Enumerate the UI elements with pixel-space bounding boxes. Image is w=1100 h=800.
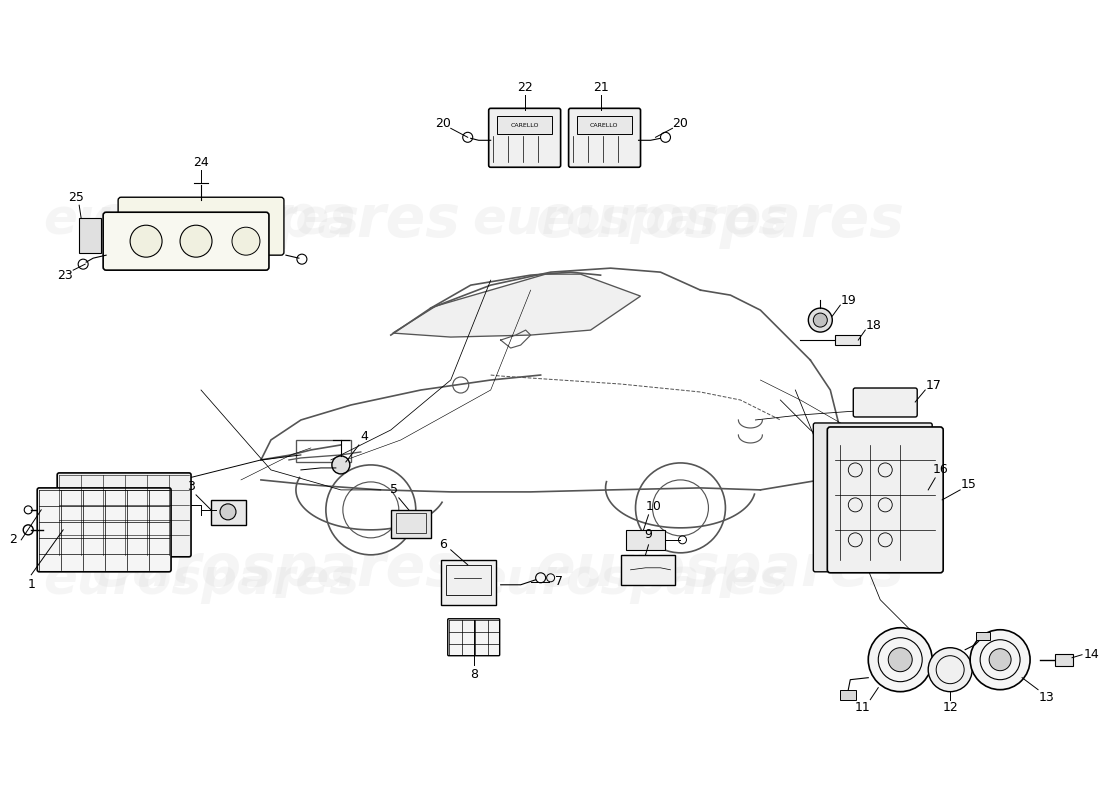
Text: 14: 14: [1085, 648, 1100, 662]
Circle shape: [970, 630, 1030, 690]
Bar: [497, 116, 551, 134]
Text: 16: 16: [933, 463, 948, 477]
Text: 5: 5: [389, 483, 398, 496]
FancyBboxPatch shape: [813, 423, 932, 572]
Text: eurospares: eurospares: [473, 196, 789, 244]
Text: 1: 1: [28, 578, 35, 591]
FancyBboxPatch shape: [57, 473, 191, 557]
FancyBboxPatch shape: [103, 212, 268, 270]
Text: eurospares: eurospares: [536, 542, 905, 598]
Text: 3: 3: [187, 481, 195, 494]
Polygon shape: [393, 274, 640, 337]
FancyBboxPatch shape: [448, 618, 499, 656]
Text: 20: 20: [672, 117, 689, 130]
Text: 21: 21: [593, 81, 608, 94]
Text: 19: 19: [840, 294, 856, 306]
Circle shape: [989, 649, 1011, 670]
Text: 20: 20: [434, 117, 451, 130]
FancyBboxPatch shape: [488, 108, 561, 167]
Text: 15: 15: [960, 478, 976, 491]
Text: eurospares: eurospares: [43, 196, 359, 244]
Text: CARELLO: CARELLO: [590, 123, 618, 128]
Text: 24: 24: [194, 156, 209, 169]
Circle shape: [220, 504, 236, 520]
Bar: [576, 116, 631, 134]
Bar: [1055, 654, 1072, 666]
Circle shape: [130, 225, 162, 257]
FancyBboxPatch shape: [569, 108, 640, 167]
Bar: [626, 530, 666, 550]
Circle shape: [232, 227, 260, 255]
Text: 8: 8: [470, 668, 477, 681]
FancyBboxPatch shape: [827, 427, 943, 573]
Text: 10: 10: [646, 500, 661, 514]
Bar: [296, 440, 351, 462]
Text: CARELLO: CARELLO: [510, 123, 539, 128]
Circle shape: [808, 308, 833, 332]
Circle shape: [868, 628, 932, 692]
Circle shape: [813, 313, 827, 327]
Text: 11: 11: [855, 701, 870, 714]
Text: 7: 7: [554, 575, 562, 588]
Text: 18: 18: [866, 318, 881, 331]
Bar: [620, 555, 675, 585]
Bar: [840, 690, 856, 700]
Text: 13: 13: [1038, 691, 1054, 704]
Text: eurospares: eurospares: [536, 192, 905, 249]
Circle shape: [180, 225, 212, 257]
Text: 9: 9: [645, 528, 652, 542]
Circle shape: [332, 456, 350, 474]
Bar: [976, 632, 990, 640]
Text: 22: 22: [517, 81, 532, 94]
Bar: [390, 510, 431, 538]
FancyBboxPatch shape: [854, 388, 917, 417]
Bar: [396, 513, 426, 533]
Text: 4: 4: [360, 430, 367, 443]
Circle shape: [928, 648, 972, 692]
Text: 12: 12: [943, 701, 958, 714]
Text: 17: 17: [925, 378, 942, 391]
Circle shape: [888, 648, 912, 672]
Bar: [211, 500, 246, 525]
Text: eurospares: eurospares: [43, 556, 359, 604]
Bar: [446, 565, 491, 594]
Text: eurospares: eurospares: [91, 192, 461, 249]
FancyBboxPatch shape: [118, 198, 284, 255]
Text: eurospares: eurospares: [91, 542, 461, 598]
Bar: [835, 335, 860, 345]
Text: 2: 2: [9, 534, 18, 546]
Text: 25: 25: [68, 190, 84, 204]
Text: 23: 23: [57, 269, 73, 282]
Text: eurospares: eurospares: [473, 556, 789, 604]
Bar: [79, 218, 101, 253]
FancyBboxPatch shape: [37, 488, 172, 572]
Bar: [441, 560, 496, 605]
Text: 6: 6: [439, 538, 447, 551]
